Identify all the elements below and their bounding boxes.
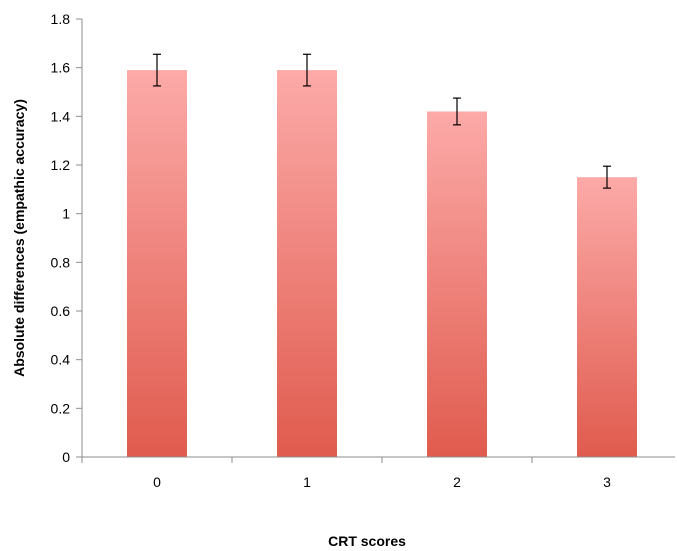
bars [127, 70, 637, 457]
y-tick-label: 1.4 [51, 108, 71, 124]
x-tick-label: 1 [303, 474, 311, 490]
bar-0 [127, 70, 187, 457]
y-axis-ticks: 0 0.2 0.4 0.6 0.8 1 1.2 1.4 1.6 1.8 [51, 11, 82, 465]
bar-2 [427, 111, 487, 457]
y-tick-label: 1.8 [51, 11, 71, 27]
y-tick-label: 1 [62, 206, 70, 222]
y-tick-label: 1.6 [51, 60, 71, 76]
error-bar-0 [153, 53, 161, 87]
error-bar-1 [303, 53, 311, 87]
error-bar-2 [453, 97, 461, 126]
bar-1 [277, 70, 337, 457]
error-bars [153, 53, 611, 189]
x-tick-label: 2 [453, 474, 461, 490]
x-axis-ticks: 0 1 2 3 [81, 457, 611, 490]
y-axis-title: Absolute differences (empathic accuracy) [11, 99, 27, 377]
y-tick-label: 0.8 [51, 254, 71, 270]
y-tick-label: 0.6 [51, 303, 71, 319]
x-tick-label: 3 [603, 474, 611, 490]
error-bar-3 [603, 165, 611, 189]
bar-3 [577, 177, 637, 457]
x-tick-label: 0 [153, 474, 161, 490]
y-tick-label: 0.4 [51, 352, 71, 368]
y-tick-label: 1.2 [51, 157, 71, 173]
x-axis-title: CRT scores [328, 533, 406, 549]
y-tick-label: 0.2 [51, 400, 71, 416]
y-tick-label: 0 [62, 449, 70, 465]
